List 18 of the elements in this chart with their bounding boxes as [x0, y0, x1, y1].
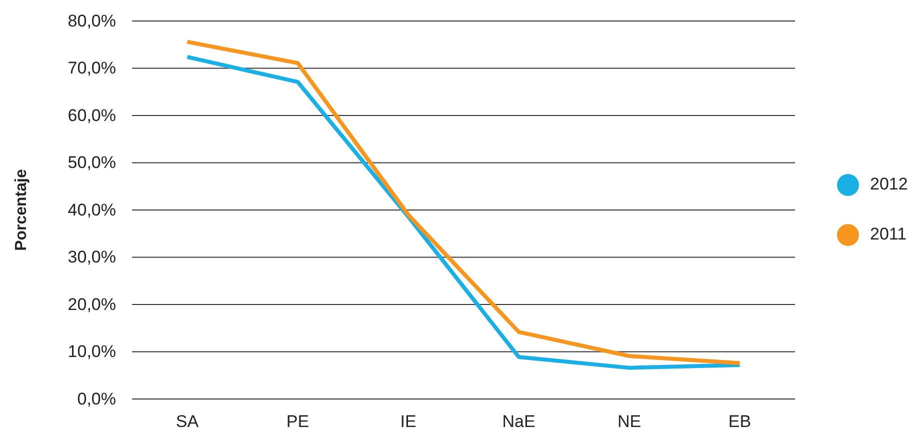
y-tick-label: 40,0%	[68, 200, 116, 220]
y-axis-title: Porcentaje	[13, 168, 30, 251]
legend-label: 2011	[870, 224, 907, 244]
y-tick-label: 60,0%	[68, 106, 116, 125]
x-tick-label: IE	[400, 412, 416, 432]
y-tick-label: 0,0%	[77, 389, 116, 408]
legend-label: 2012	[870, 174, 908, 194]
y-tick-label: 20,0%	[68, 294, 116, 314]
y-tick-label: 10,0%	[68, 342, 116, 362]
x-tick-label: SA	[176, 412, 200, 432]
y-tick-label: 80,0%	[68, 11, 116, 30]
y-tick-label: 70,0%	[68, 58, 116, 78]
y-tick-label: 30,0%	[68, 248, 116, 267]
y-tick-label: 50,0%	[68, 153, 116, 172]
x-tick-label: EB	[728, 412, 752, 432]
x-tick-label: NE	[617, 412, 642, 432]
x-tick-label: PE	[286, 412, 310, 432]
x-tick-label: NaE	[502, 412, 536, 432]
